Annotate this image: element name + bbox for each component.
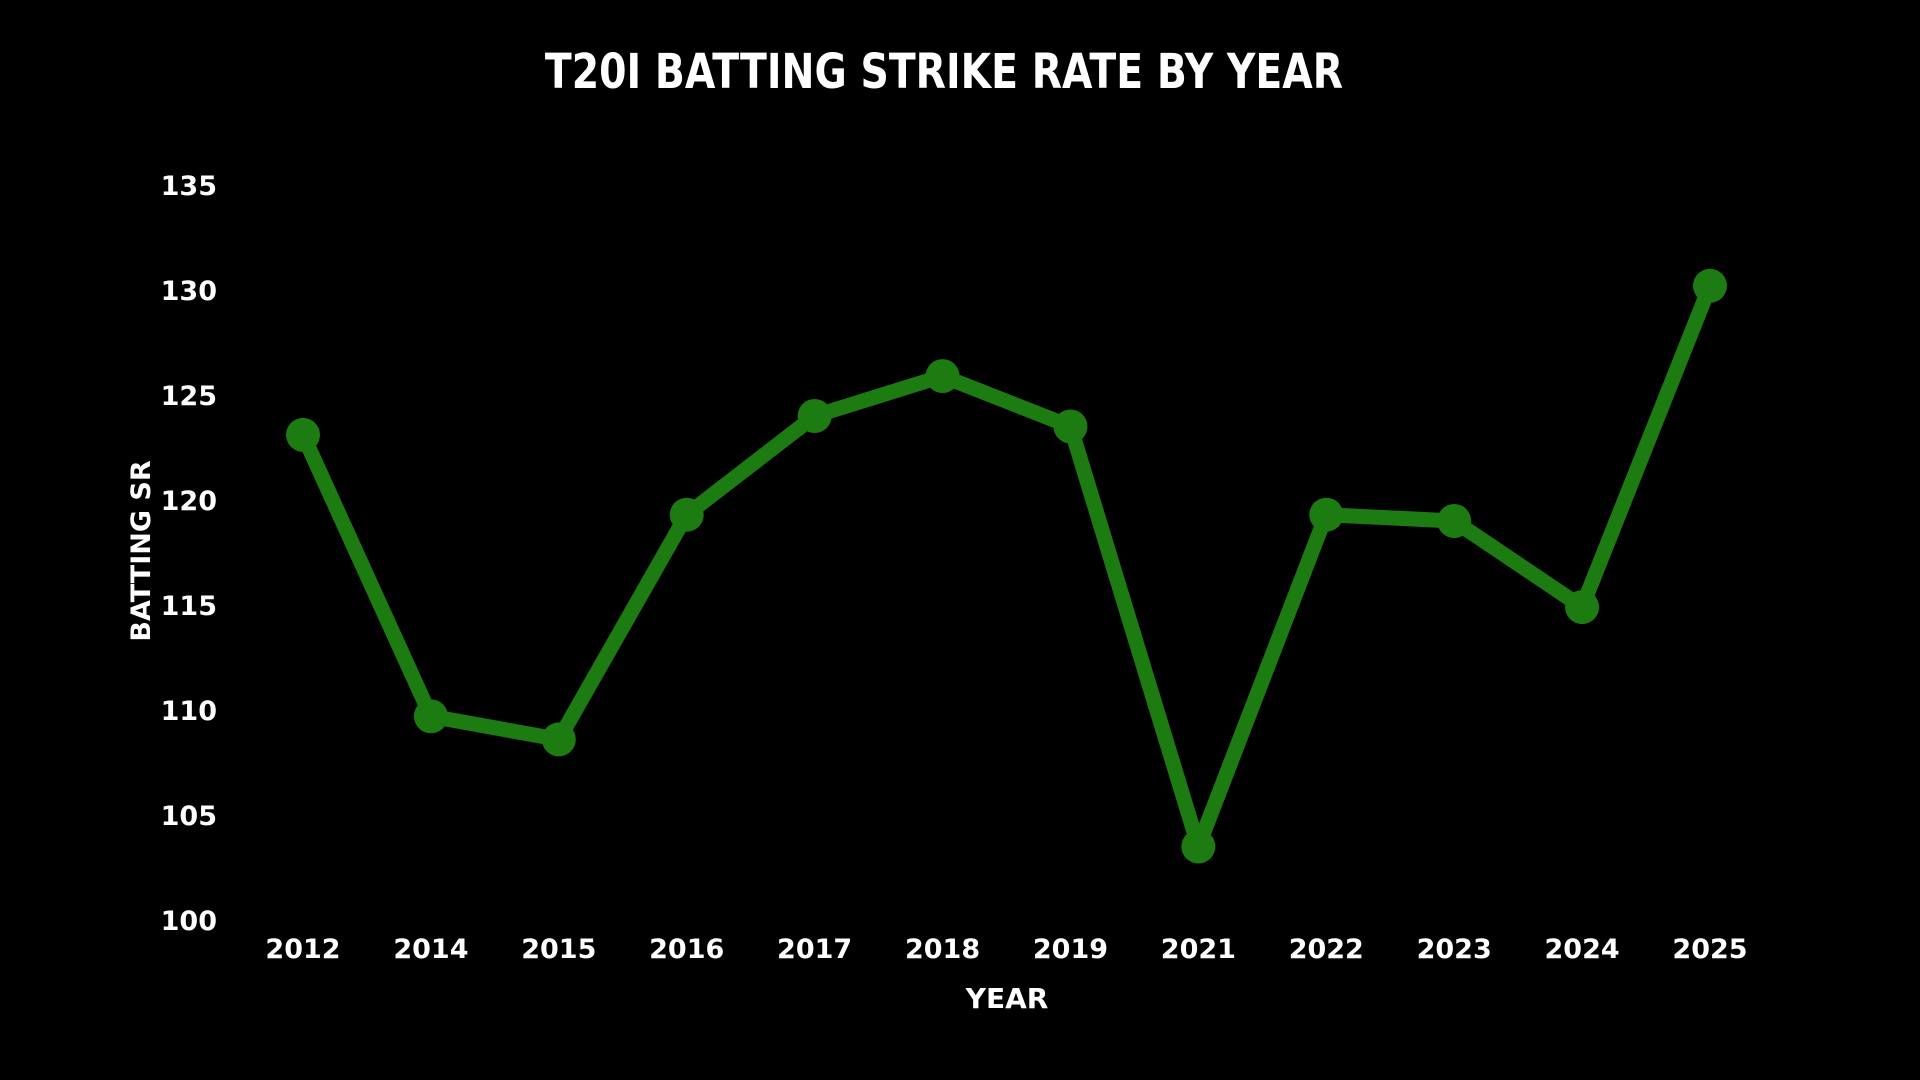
data-point [925, 359, 960, 394]
series-line [295, 278, 1718, 854]
y-tick-label: 135 [161, 171, 217, 202]
x-tick-label: 2023 [1417, 934, 1492, 965]
x-tick-label: 2012 [265, 934, 340, 965]
y-axis-ticks: 100 105 110 115 120 125 130 135 [161, 171, 217, 937]
x-tick-label: 2016 [649, 934, 724, 965]
data-point [669, 497, 704, 532]
x-axis-ticks: 2012 2014 2015 2016 2017 2018 2019 2021 2022 2023… [265, 934, 1747, 965]
y-tick-label: 125 [161, 381, 217, 412]
y-tick-label: 120 [161, 486, 217, 517]
x-axis-label: YEAR [965, 982, 1049, 1015]
data-point [1565, 590, 1600, 625]
data-point [413, 699, 448, 734]
data-point [1053, 409, 1088, 444]
y-tick-label: 105 [161, 801, 217, 832]
x-tick-label: 2015 [521, 934, 596, 965]
data-point [541, 722, 576, 757]
x-tick-label: 2024 [1545, 934, 1620, 965]
data-point [1181, 829, 1216, 864]
y-tick-label: 115 [161, 591, 217, 622]
data-point [797, 399, 832, 433]
x-tick-label: 2014 [393, 934, 468, 965]
x-tick-label: 2022 [1289, 934, 1364, 965]
y-tick-label: 100 [161, 906, 217, 937]
series-layer [286, 268, 1727, 864]
y-tick-label: 110 [161, 696, 217, 727]
x-tick-label: 2018 [905, 934, 980, 965]
data-point [1437, 504, 1472, 538]
x-tick-label: 2017 [777, 934, 852, 965]
x-tick-label: 2021 [1161, 934, 1236, 965]
y-tick-label: 130 [161, 276, 217, 307]
data-point [1309, 497, 1344, 532]
x-tick-label: 2025 [1672, 934, 1747, 965]
data-point [1693, 268, 1727, 303]
y-axis-label: BATTING SR [126, 460, 157, 641]
x-tick-label: 2019 [1033, 934, 1108, 965]
data-point [286, 417, 320, 452]
chart-title: T20I BATTING STRIKE RATE BY YEAR [544, 44, 1344, 100]
